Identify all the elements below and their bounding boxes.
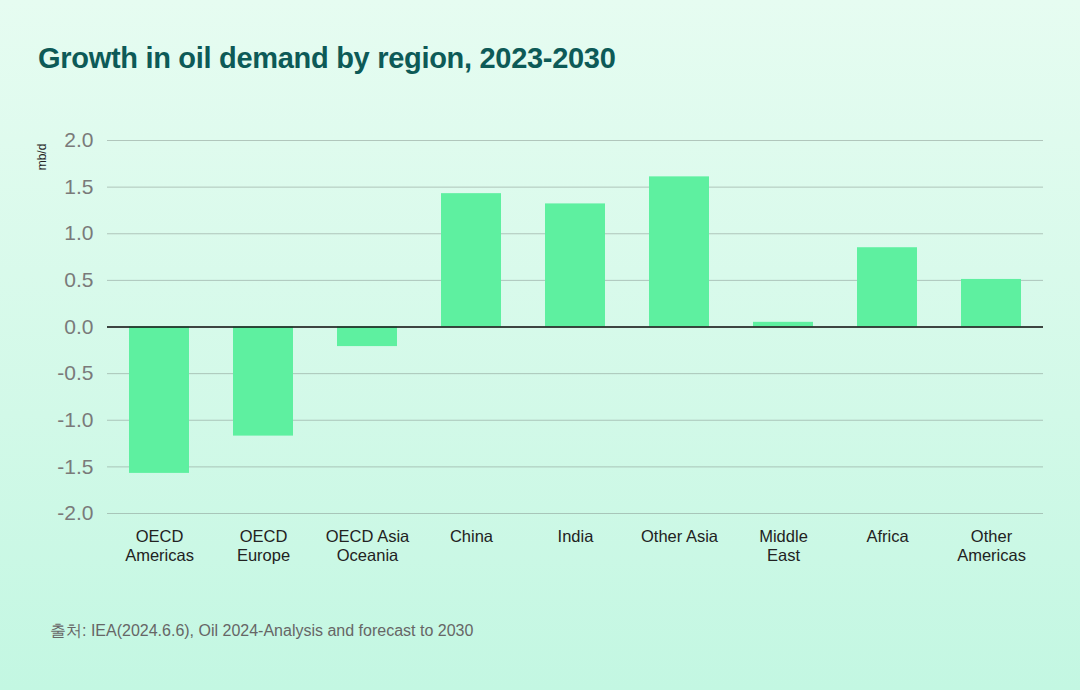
svg-text:-1.5: -1.5 xyxy=(57,455,93,478)
svg-text:OECD AsiaOceania: OECD AsiaOceania xyxy=(326,527,410,565)
svg-text:India: India xyxy=(558,527,595,545)
svg-text:1.5: 1.5 xyxy=(64,175,93,198)
svg-text:0.5: 0.5 xyxy=(64,268,93,291)
svg-text:-1.0: -1.0 xyxy=(57,408,93,431)
svg-text:-2.0: -2.0 xyxy=(57,501,93,524)
html-text:Growth in oil demand by region: Growth in oil demand by region, 2023-203… xyxy=(38,42,616,74)
svg-text:1.0: 1.0 xyxy=(64,221,93,244)
svg-text:OtherAmericas: OtherAmericas xyxy=(957,527,1026,565)
svg-text:Africa: Africa xyxy=(866,527,909,545)
svg-text:China: China xyxy=(450,527,494,545)
svg-text:OECDEurope: OECDEurope xyxy=(237,527,290,565)
svg-text:OECDAmericas: OECDAmericas xyxy=(125,527,194,565)
svg-text:0.0: 0.0 xyxy=(64,315,93,338)
svg-text:Other Asia: Other Asia xyxy=(641,527,719,545)
html-text:mb/d: mb/d xyxy=(35,143,49,171)
svg-text:MiddleEast: MiddleEast xyxy=(759,527,808,565)
svg-text:2.0: 2.0 xyxy=(64,128,93,151)
svg-text:-0.5: -0.5 xyxy=(57,361,93,384)
html-text:출처: IEA(2024.6.6), Oil 2024-An: 출처: IEA(2024.6.6), Oil 2024-Analysis and… xyxy=(50,622,474,639)
